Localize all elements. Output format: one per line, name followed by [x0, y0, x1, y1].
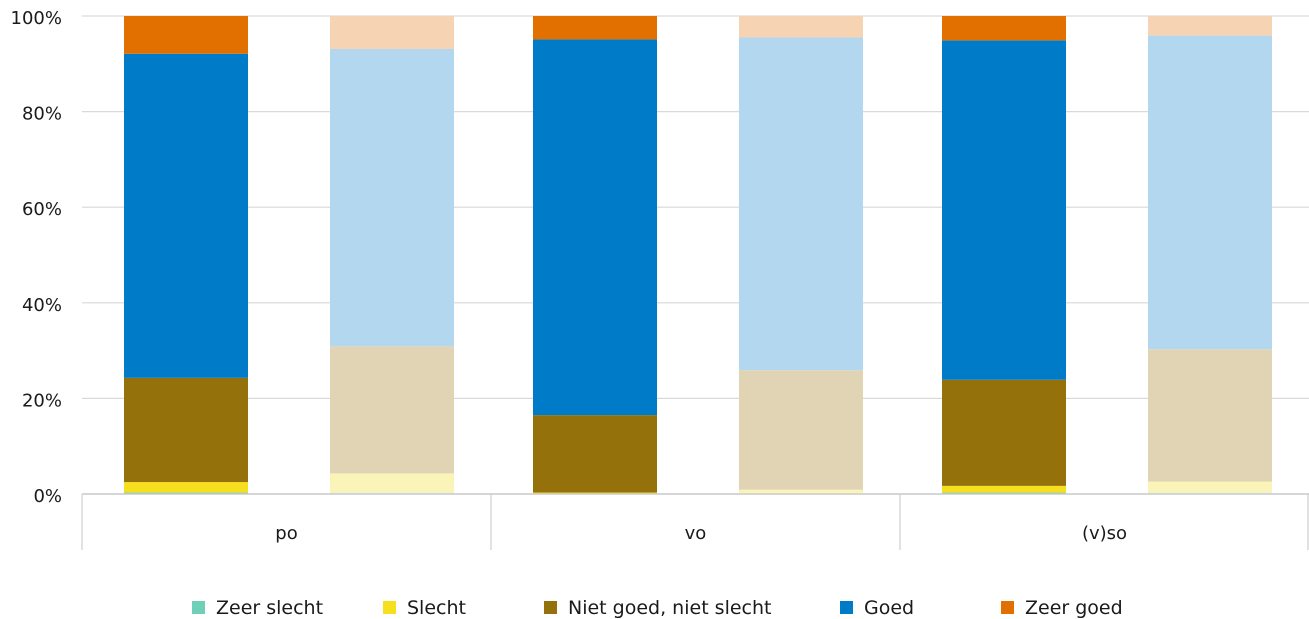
legend-swatch-niet-goed-niet-slecht — [544, 601, 557, 614]
bar-segment-vo-2-goed — [739, 37, 863, 371]
x-tick-label: po — [275, 523, 297, 544]
bar-segment-v-so-2-goed — [1148, 35, 1272, 350]
bar-segment-po-2-zeer-goed — [330, 16, 454, 49]
bar-segment-v-so-2-slecht — [1148, 481, 1272, 493]
legend-swatch-slecht — [383, 601, 396, 614]
x-tick-label: (v)so — [1082, 523, 1127, 544]
bar-segment-v-so-1-goed — [942, 40, 1066, 380]
legend-label-zeer-slecht: Zeer slecht — [216, 597, 323, 619]
y-tick-label: 80% — [22, 104, 62, 125]
legend-swatch-zeer-slecht — [192, 601, 205, 614]
bar-segment-v-so-1-niet-goed-niet-slecht — [942, 379, 1066, 486]
legend-swatch-goed — [840, 601, 853, 614]
y-axis: 0% 20% 40% 60% 80% 100% — [11, 8, 62, 507]
bar-segment-vo-2-slecht — [739, 489, 863, 494]
legend-label-niet-goed-niet-slecht: Niet goed, niet slecht — [568, 597, 772, 619]
bar-segment-v-so-1-zeer-goed — [942, 16, 1066, 41]
legend-label-goed: Goed — [864, 597, 914, 619]
legend-label-zeer-goed: Zeer goed — [1025, 597, 1123, 619]
y-tick-label: 60% — [22, 199, 62, 220]
x-axis: po vo (v)so — [81, 493, 1309, 550]
bar-segment-vo-1-niet-goed-niet-slecht — [533, 415, 657, 493]
bar-segment-vo-1-zeer-goed — [533, 16, 657, 40]
bar-segment-po-1-goed — [124, 53, 248, 378]
bar-segment-v-so-2-zeer-goed — [1148, 16, 1272, 36]
bars — [124, 16, 1272, 494]
bar-segment-po-1-niet-goed-niet-slecht — [124, 377, 248, 483]
y-tick-label: 0% — [33, 486, 62, 507]
bar-segment-po-1-slecht — [124, 482, 248, 493]
bar-segment-po-2-goed — [330, 48, 454, 347]
bar-segment-po-2-niet-goed-niet-slecht — [330, 346, 454, 474]
bar-segment-vo-2-niet-goed-niet-slecht — [739, 370, 863, 490]
grid-lines — [82, 15, 1309, 495]
legend-label-slecht: Slecht — [407, 597, 466, 619]
x-tick-label: vo — [685, 523, 707, 544]
y-tick-label: 100% — [11, 8, 62, 29]
bar-segment-po-1-zeer-goed — [124, 16, 248, 54]
legend-swatch-zeer-goed — [1001, 601, 1014, 614]
bar-segment-vo-1-goed — [533, 39, 657, 416]
y-tick-label: 40% — [22, 295, 62, 316]
bar-segment-vo-2-zeer-goed — [739, 16, 863, 38]
bar-segment-v-so-2-niet-goed-niet-slecht — [1148, 349, 1272, 482]
bar-segment-po-2-slecht — [330, 473, 454, 493]
legend: Zeer slecht Slecht Niet goed, niet slecht G… — [192, 597, 1123, 619]
y-tick-label: 20% — [22, 390, 62, 411]
bar-segment-v-so-1-slecht — [942, 485, 1066, 493]
